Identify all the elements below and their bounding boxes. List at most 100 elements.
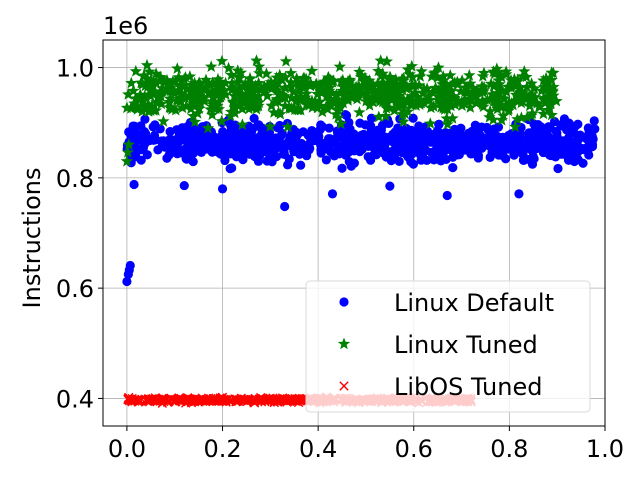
data-point: [461, 95, 475, 108]
data-point: [250, 151, 260, 161]
data-point: [471, 121, 481, 131]
data-point: [518, 65, 531, 77]
data-point: [218, 126, 228, 137]
data-point: [131, 147, 141, 157]
data-point: [448, 163, 458, 173]
data-point: [337, 163, 347, 173]
data-point: [179, 180, 189, 191]
data-point: [277, 393, 288, 403]
data-point: [129, 64, 142, 77]
data-point: [504, 73, 518, 86]
data-point: [483, 105, 497, 117]
data-point: [432, 61, 445, 73]
data-point: [353, 106, 366, 118]
data-point: [205, 60, 218, 72]
data-point: [440, 112, 453, 124]
data-point: [339, 381, 349, 391]
data-point: [171, 62, 184, 74]
data-point: [522, 91, 535, 103]
x-tick-label: 0.4: [299, 435, 337, 463]
data-point: [245, 82, 258, 94]
data-point: [305, 64, 319, 77]
data-point: [256, 396, 266, 406]
x-tick-label: 0.6: [395, 435, 433, 463]
data-point: [337, 96, 350, 109]
data-point: [405, 59, 418, 72]
data-point: [544, 97, 558, 109]
data-point: [338, 78, 351, 91]
data-point: [304, 145, 314, 155]
data-point: [252, 60, 266, 72]
data-point: [374, 54, 387, 66]
data-point: [534, 131, 545, 141]
data-point: [273, 68, 286, 81]
data-point: [191, 107, 204, 119]
data-point: [300, 87, 313, 100]
data-point: [390, 80, 403, 93]
data-point: [120, 101, 134, 114]
data-point: [160, 73, 174, 86]
data-point: [125, 101, 138, 113]
data-point: [232, 98, 245, 110]
data-point: [198, 91, 211, 104]
data-point: [330, 88, 343, 101]
legend-item: Linux Default: [339, 289, 554, 317]
data-point: [590, 124, 600, 134]
data-point: [574, 142, 584, 152]
data-point: [163, 100, 176, 113]
data-point: [231, 64, 244, 76]
data-point: [279, 148, 289, 158]
data-point: [278, 90, 291, 103]
data-point: [279, 99, 292, 112]
data-point: [498, 92, 511, 104]
data-point: [127, 84, 140, 97]
data-point: [324, 92, 337, 105]
data-point: [238, 394, 249, 404]
data-point: [285, 91, 298, 104]
plot-frame: [102, 39, 606, 427]
data-point: [264, 75, 278, 88]
data-point: [298, 127, 308, 137]
data-point: [172, 70, 185, 83]
data-point: [228, 89, 241, 102]
data-point: [283, 160, 293, 170]
data-point: [122, 276, 132, 287]
data-point: [164, 84, 177, 97]
data-point: [556, 120, 566, 130]
data-point: [499, 65, 513, 77]
data-point: [226, 127, 236, 138]
data-point: [388, 129, 398, 139]
data-point: [438, 101, 452, 114]
data-point: [261, 132, 271, 142]
data-point: [271, 135, 281, 145]
data-point: [226, 95, 239, 108]
data-point: [128, 121, 138, 131]
data-point: [272, 142, 282, 152]
data-point: [514, 87, 527, 100]
data-point: [267, 106, 281, 118]
data-point: [401, 123, 411, 133]
data-point: [147, 79, 160, 92]
data-point: [317, 84, 330, 96]
data-point: [379, 109, 392, 122]
data-point: [311, 101, 324, 114]
data-point: [511, 112, 524, 125]
data-point: [144, 135, 154, 146]
data-point: [525, 77, 538, 89]
data-point: [323, 84, 336, 97]
data-point: [413, 95, 426, 108]
data-point: [337, 140, 347, 150]
data-point: [520, 80, 534, 93]
data-point: [125, 260, 135, 271]
data-point: [396, 83, 409, 96]
legend-label: Linux Tuned: [394, 331, 538, 359]
data-point: [397, 72, 410, 84]
data-point: [474, 136, 484, 146]
data-point: [444, 135, 454, 145]
data-point: [487, 137, 498, 147]
data-point: [467, 131, 478, 141]
legend-label: Linux Default: [394, 289, 554, 317]
data-point: [537, 74, 550, 86]
data-point: [372, 110, 385, 123]
data-point: [511, 75, 524, 87]
